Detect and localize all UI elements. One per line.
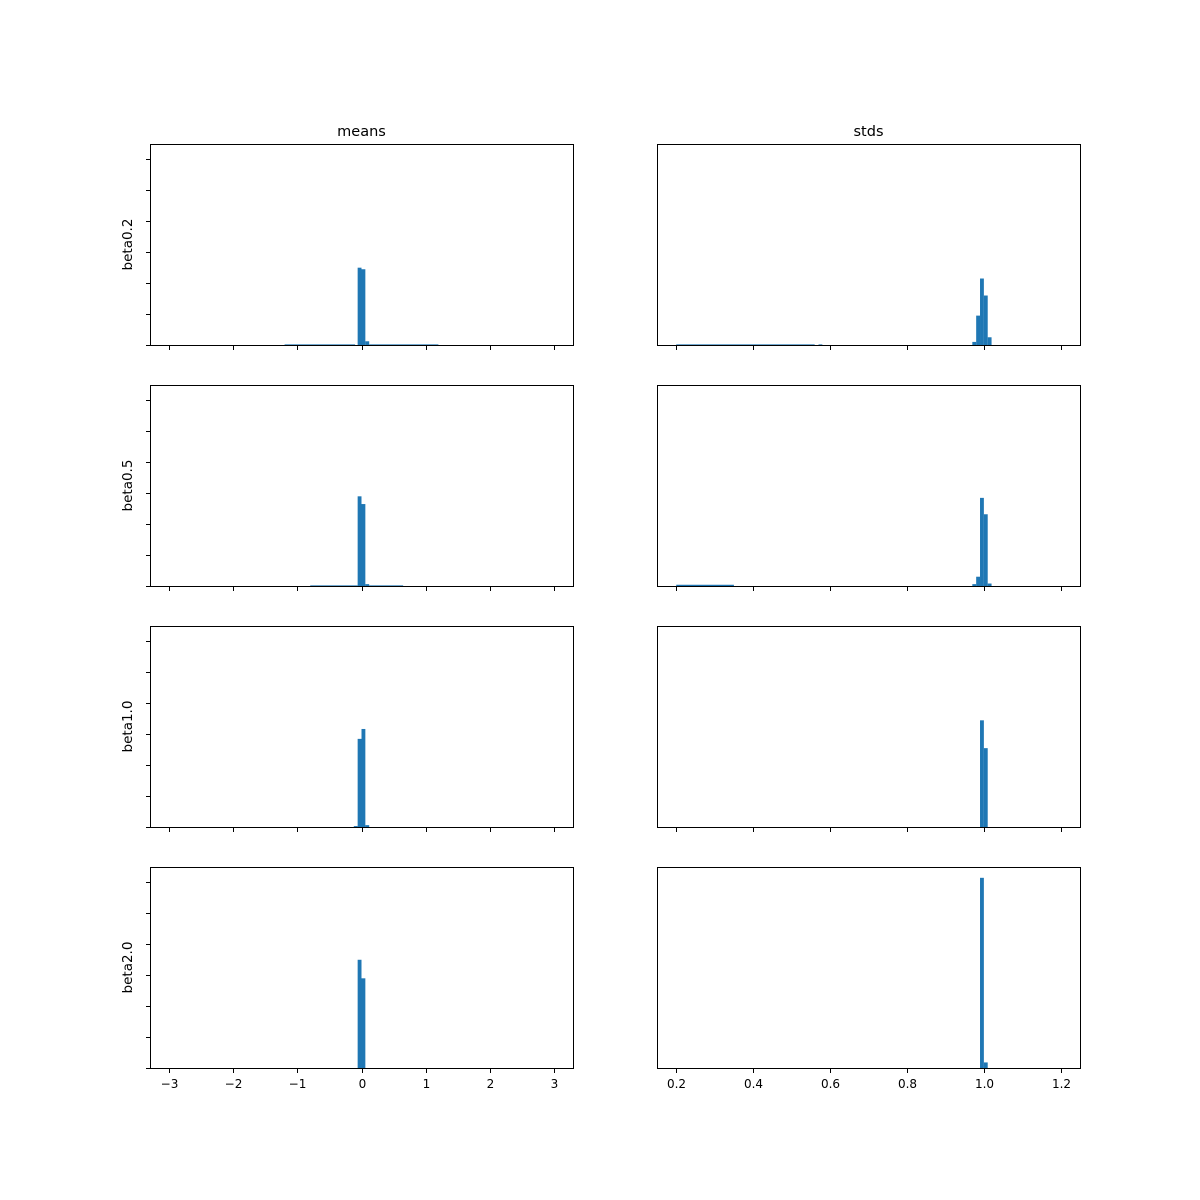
x-tick-label: 2 bbox=[487, 1077, 495, 1091]
x-tick-label: −2 bbox=[225, 1077, 243, 1091]
axes-frame bbox=[657, 144, 1081, 346]
axes-frame bbox=[150, 385, 574, 587]
histogram-bar bbox=[818, 344, 823, 346]
row-label-beta0-5: beta0.5 bbox=[120, 460, 136, 512]
histogram-bar bbox=[676, 344, 815, 346]
row-label-beta2-0: beta2.0 bbox=[120, 942, 136, 994]
histogram-panel-2 bbox=[657, 144, 1081, 350]
histogram-bar bbox=[983, 748, 988, 827]
histogram-bar bbox=[284, 344, 356, 346]
column-title-stds: stds bbox=[854, 124, 884, 140]
x-tick-label: 0.6 bbox=[821, 1077, 840, 1091]
x-tick-label: 0.8 bbox=[898, 1077, 917, 1091]
x-tick-label: 1 bbox=[423, 1077, 431, 1091]
histogram-bar bbox=[357, 738, 362, 827]
histogram-bar bbox=[369, 585, 404, 587]
histogram-panel-5: beta1.0 bbox=[120, 626, 574, 832]
histogram-bar bbox=[361, 504, 366, 586]
histogram-bar bbox=[357, 496, 362, 586]
histogram-bar bbox=[980, 497, 984, 586]
axes-frame bbox=[657, 385, 1081, 587]
row-label-beta1-0: beta1.0 bbox=[120, 701, 136, 753]
histogram-bar bbox=[361, 269, 366, 345]
histogram-panel-4 bbox=[657, 385, 1081, 591]
histogram-bar bbox=[365, 341, 370, 345]
axes-frame bbox=[150, 867, 574, 1069]
histogram-bar bbox=[976, 315, 981, 345]
histogram-bar bbox=[983, 514, 988, 586]
histogram-bar bbox=[980, 720, 984, 827]
histogram-bar bbox=[980, 877, 984, 1068]
histogram-bar bbox=[983, 1062, 988, 1068]
histogram-bar bbox=[987, 337, 992, 345]
x-tick-label: −3 bbox=[161, 1077, 179, 1091]
histogram-bar bbox=[983, 295, 988, 345]
x-tick-label: 3 bbox=[551, 1077, 559, 1091]
histogram-panel-1: beta0.2 bbox=[120, 144, 574, 350]
histogram-panel-8: 0.2 0.4 0.6 0.8 1.0 1.2 bbox=[657, 867, 1081, 1091]
axes-frame bbox=[657, 867, 1081, 1069]
histogram-bar bbox=[361, 728, 366, 827]
histogram-bar bbox=[676, 584, 734, 586]
histogram-panel-6 bbox=[657, 626, 1081, 832]
axes-frame bbox=[657, 626, 1081, 828]
x-tick-label: 0 bbox=[359, 1077, 367, 1091]
x-tick-label: 0.2 bbox=[667, 1077, 686, 1091]
histogram-bar bbox=[353, 826, 358, 827]
histogram-bar bbox=[357, 267, 362, 345]
x-tick-label: 0.4 bbox=[744, 1077, 763, 1091]
histogram-panel-7: −3 −2 −1 0 1 2 3 beta2.0 bbox=[120, 867, 574, 1091]
histogram-bar bbox=[976, 576, 981, 586]
histogram-bar bbox=[361, 978, 366, 1068]
histogram-bar bbox=[987, 583, 992, 586]
axes-frame bbox=[150, 144, 574, 346]
x-tick-label: −1 bbox=[289, 1077, 307, 1091]
histogram-bar bbox=[972, 584, 977, 586]
axes-frame bbox=[150, 626, 574, 828]
histogram-panels: beta0.2 beta0.5 beta1.0 −3 −2 −1 0 1 2 3 beta2.0 0.… bbox=[120, 144, 1081, 1091]
histogram-bar bbox=[357, 959, 362, 1068]
histogram-bar bbox=[972, 341, 977, 345]
histogram-bar bbox=[365, 825, 370, 827]
histogram-bar bbox=[310, 585, 358, 587]
row-label-beta0-2: beta0.2 bbox=[120, 219, 136, 271]
histogram-bar bbox=[980, 278, 984, 345]
histogram-panel-3: beta0.5 bbox=[120, 385, 574, 591]
x-tick-label: 1.2 bbox=[1052, 1077, 1071, 1091]
histogram-bar bbox=[369, 344, 439, 346]
x-tick-label: 1.0 bbox=[975, 1077, 994, 1091]
histogram-bar bbox=[365, 584, 370, 586]
column-title-means: means bbox=[337, 124, 386, 140]
